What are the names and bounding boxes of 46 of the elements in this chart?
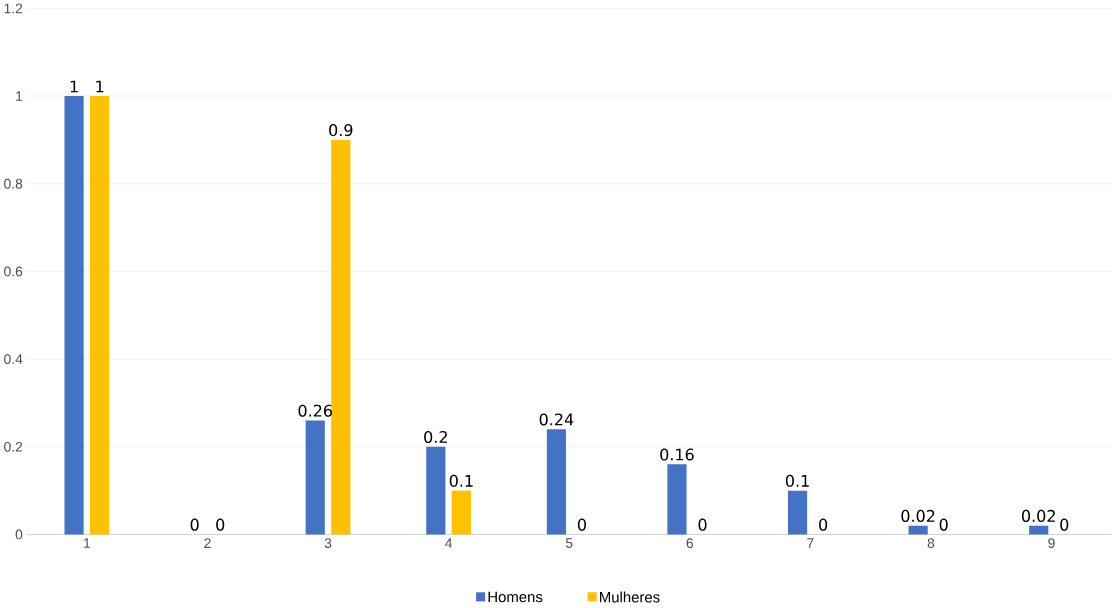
bar xyxy=(90,95,110,535)
data-label: 0.1 xyxy=(785,474,809,487)
bar xyxy=(667,464,687,535)
y-tick-label: 1 xyxy=(16,91,23,101)
data-label: 0.02 xyxy=(901,509,935,522)
bar xyxy=(305,420,325,535)
y-tick-label: 0.4 xyxy=(4,354,23,364)
y-tick-label: 0 xyxy=(15,529,23,540)
data-label: 0.24 xyxy=(539,413,574,426)
data-label: 0 xyxy=(1060,518,1069,531)
y-tick-label: 0.8 xyxy=(4,178,23,189)
data-label: 0.9 xyxy=(329,123,353,137)
bar xyxy=(908,525,928,535)
bar xyxy=(787,490,808,535)
data-label: 0 xyxy=(577,518,586,531)
data-label: 0 xyxy=(698,518,707,531)
legend-label: Mulheres xyxy=(600,591,660,603)
x-tick-label: 7 xyxy=(807,538,814,548)
x-tick-label: 5 xyxy=(565,538,573,548)
data-label: 0.02 xyxy=(1021,509,1055,522)
x-tick-label: 4 xyxy=(445,538,453,548)
x-tick-label: 8 xyxy=(927,538,935,548)
y-tick-label: 0.6 xyxy=(4,266,23,277)
data-label: 0 xyxy=(216,518,225,531)
legend-label: Homens xyxy=(488,591,543,603)
y-tick-label: 1.2 xyxy=(4,3,23,14)
data-label: 0.16 xyxy=(660,448,694,461)
data-label: 0.2 xyxy=(424,430,447,443)
data-label: 0.1 xyxy=(449,474,473,487)
bar xyxy=(451,490,471,535)
bar xyxy=(426,446,446,535)
bar xyxy=(64,95,84,535)
data-label: 0 xyxy=(819,518,828,531)
x-tick-label: 6 xyxy=(686,538,694,548)
data-label: 0 xyxy=(190,518,199,531)
bar xyxy=(1029,525,1049,535)
data-label: 1 xyxy=(96,80,104,93)
x-tick-label: 3 xyxy=(324,538,332,548)
y-tick-label: 0.2 xyxy=(4,441,23,452)
data-label: 1 xyxy=(70,80,78,93)
x-tick-label: 9 xyxy=(1048,538,1055,548)
x-tick-label: 2 xyxy=(204,538,211,548)
x-tick-label: 1 xyxy=(84,538,91,548)
data-label: 0 xyxy=(939,518,948,531)
bar xyxy=(546,429,566,535)
bar xyxy=(331,139,351,535)
